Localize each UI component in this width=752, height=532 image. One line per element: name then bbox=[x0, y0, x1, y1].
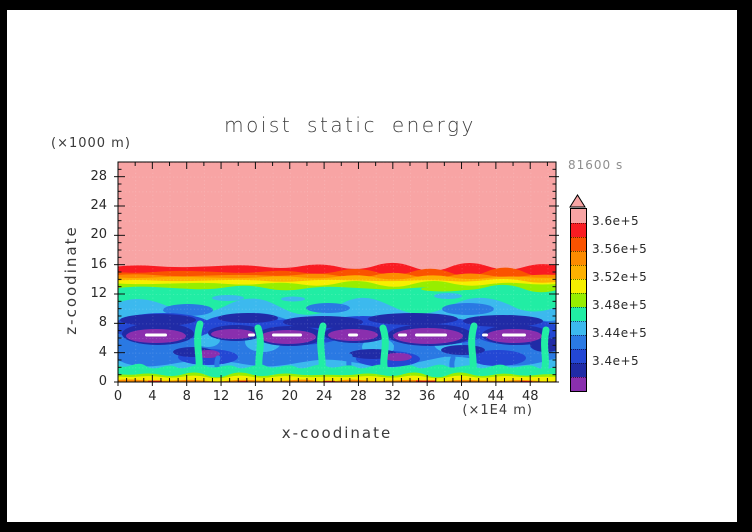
x-tick-label: 40 bbox=[453, 389, 470, 404]
colorbar-label: 3.6e+5 bbox=[592, 214, 640, 228]
y-tick-label: 20 bbox=[90, 227, 107, 243]
colorbar-segment bbox=[571, 307, 586, 321]
plot-canvas: moist static energy (×1000 m) 81600 s z-… bbox=[7, 10, 737, 522]
time-stamp: 81600 s bbox=[568, 158, 624, 172]
x-tick-label: 36 bbox=[418, 389, 436, 404]
x-tick-label: 20 bbox=[281, 389, 299, 404]
dotted-grid-overlay bbox=[118, 162, 556, 382]
y-axis-unit: (×1000 m) bbox=[51, 136, 131, 151]
y-tick-label: 16 bbox=[90, 256, 107, 272]
colorbar-segment bbox=[571, 321, 586, 335]
colorbar-label: 3.56e+5 bbox=[592, 242, 648, 256]
x-tick-label: 44 bbox=[487, 389, 505, 404]
colorbar-segment bbox=[571, 265, 586, 279]
x-axis-unit: (×1E4 m) bbox=[462, 403, 533, 418]
colorbar-segment bbox=[571, 251, 586, 265]
colorbar-segment bbox=[571, 349, 586, 363]
x-tick-label: 24 bbox=[315, 389, 333, 404]
x-tick-label: 16 bbox=[247, 389, 264, 404]
y-tick-label: 4 bbox=[98, 344, 107, 360]
x-tick-label: 0 bbox=[113, 389, 123, 404]
colorbar-label: 3.44e+5 bbox=[592, 326, 648, 340]
colorbar-over-range-arrow bbox=[569, 194, 586, 208]
y-tick-label: 24 bbox=[90, 198, 107, 213]
colorbar-segment bbox=[571, 363, 586, 377]
x-tick-label: 8 bbox=[182, 389, 191, 404]
colorbar-label: 3.48e+5 bbox=[592, 298, 648, 312]
y-tick-label: 0 bbox=[98, 374, 107, 389]
colorbar-segment bbox=[571, 335, 586, 349]
axis-ticks-layer bbox=[114, 161, 559, 386]
colorbar-label: 3.4e+5 bbox=[592, 354, 640, 368]
colorbar-segments bbox=[570, 208, 587, 392]
colorbar-segment bbox=[571, 279, 586, 293]
colorbar-label: 3.52e+5 bbox=[592, 270, 648, 284]
x-tick-label: 28 bbox=[350, 389, 367, 404]
x-tick-label: 32 bbox=[384, 389, 402, 404]
colorbar-segment bbox=[571, 377, 586, 391]
colorbar-segment bbox=[571, 209, 586, 223]
contour-layers bbox=[118, 162, 556, 382]
x-tick-label: 12 bbox=[212, 389, 230, 404]
y-tick-label: 8 bbox=[98, 315, 107, 331]
axis-frame bbox=[114, 161, 559, 386]
y-tick-label: 12 bbox=[90, 286, 107, 301]
x-axis-label: x-coodinate bbox=[281, 424, 393, 442]
plot-title: moist static energy bbox=[224, 113, 476, 137]
contour-plot bbox=[118, 162, 556, 382]
colorbar-segment bbox=[571, 293, 586, 307]
x-tick-label: 4 bbox=[148, 389, 157, 404]
plot-border bbox=[117, 161, 557, 383]
colorbar-segment bbox=[571, 223, 586, 237]
colorbar-segment bbox=[571, 237, 586, 251]
y-tick-label: 28 bbox=[90, 168, 107, 184]
x-tick-label: 48 bbox=[521, 389, 539, 404]
